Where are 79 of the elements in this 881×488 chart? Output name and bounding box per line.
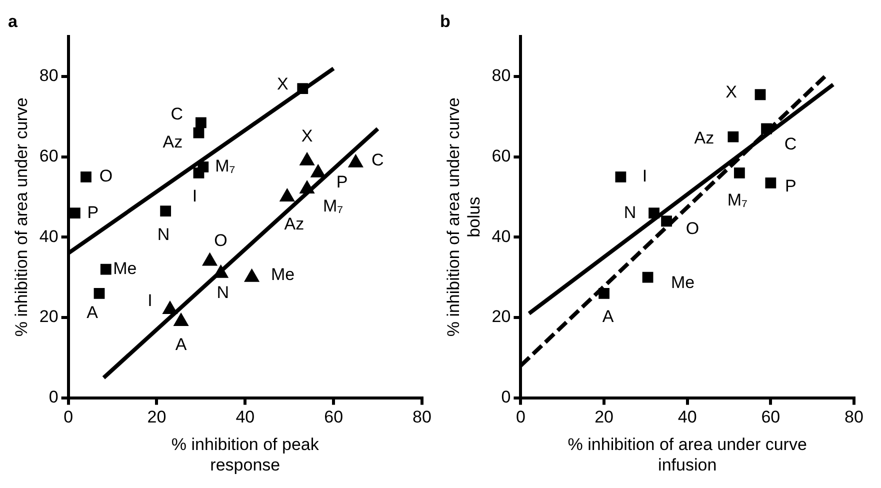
point [615, 171, 626, 182]
annotation: A [602, 307, 614, 326]
annotation: I [192, 186, 198, 206]
annotation: N [624, 202, 636, 222]
annotation: O [99, 166, 113, 186]
y-tick-label: 0 [501, 387, 511, 406]
point [734, 167, 745, 178]
annotation: Me [670, 273, 695, 292]
y-tick-label: 0 [48, 387, 58, 406]
point [195, 117, 206, 128]
annotation: Me [113, 258, 137, 278]
y-tick-label: 40 [39, 226, 58, 246]
annotation: O [686, 218, 700, 238]
annotation: X [726, 82, 737, 102]
annotation: P [87, 202, 99, 222]
y-tick-label: 80 [39, 66, 58, 86]
point [198, 161, 209, 172]
x-tick-label: 60 [324, 408, 344, 427]
point [280, 188, 295, 202]
point [598, 288, 610, 299]
y-tick-label: 20 [492, 307, 511, 326]
chart-title: a [8, 12, 18, 31]
y-tick-label: 40 [492, 226, 511, 246]
point [213, 264, 228, 278]
point [162, 300, 178, 314]
point [761, 123, 772, 134]
point [648, 208, 660, 219]
annotation: Me [270, 265, 295, 284]
annotation: A [175, 335, 188, 354]
annotation: C [784, 134, 797, 154]
annotation: P [785, 176, 796, 196]
point [244, 268, 260, 282]
x-tick-label: 80 [412, 408, 432, 427]
annotation: M₇ [215, 156, 236, 176]
x-axis-title: % inhibition of peak response [171, 435, 320, 474]
x-tick-label: 20 [147, 408, 166, 427]
annotation: M₇ [323, 196, 344, 216]
annotation: N [216, 283, 229, 302]
point [642, 272, 654, 283]
x-tick-label: 40 [236, 408, 255, 427]
annotation: X [276, 74, 288, 94]
chart-title: b [440, 12, 450, 31]
x-tick-label: 20 [594, 408, 614, 427]
annotation: A [86, 303, 99, 322]
point [728, 131, 739, 142]
point [661, 216, 672, 227]
y-tick-label: 60 [39, 146, 58, 166]
annotation: Az [162, 132, 183, 152]
x-tick-label: 0 [516, 408, 526, 427]
y-tick-label: 60 [492, 146, 511, 166]
x-tick-label: 80 [844, 408, 864, 427]
annotation: Az [694, 128, 714, 148]
y-axis-title: % inhibition of area under curve bolus [444, 98, 484, 337]
y-axis-title: % inhibition of area under curve [12, 98, 31, 337]
point [765, 178, 776, 188]
y-tick-label: 80 [492, 66, 511, 86]
annotation: I [642, 166, 648, 186]
point [174, 313, 188, 326]
annotation: Az [284, 214, 304, 234]
annotation: X [301, 126, 313, 146]
point [160, 206, 172, 217]
point [193, 127, 204, 138]
point [202, 252, 218, 266]
x-axis-title: % inhibition of area under curve infusion [568, 435, 807, 474]
annotation: C [372, 150, 384, 170]
annotation: I [148, 291, 152, 310]
annotation: P [336, 172, 348, 192]
x-tick-label: 40 [678, 408, 697, 427]
annotation: C [170, 104, 184, 124]
point [297, 83, 308, 94]
x-tick-label: 60 [761, 408, 780, 427]
annotation: O [214, 230, 228, 250]
annotation: N [157, 224, 170, 244]
point [80, 171, 92, 182]
point [754, 89, 766, 100]
annotation: M₇ [727, 190, 748, 210]
point [69, 208, 80, 219]
y-tick-label: 20 [39, 307, 58, 326]
x-tick-label: 0 [64, 408, 74, 427]
